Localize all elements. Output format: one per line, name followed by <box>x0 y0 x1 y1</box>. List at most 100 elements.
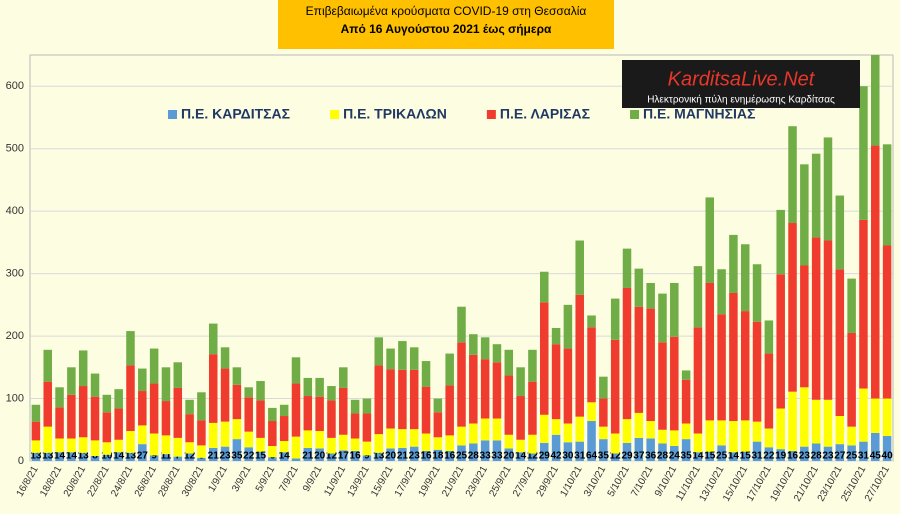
bar-segment <box>670 282 679 337</box>
bar-segment <box>244 387 253 398</box>
bar-segment <box>516 367 525 397</box>
bar-segment <box>149 433 159 456</box>
bar-segment <box>740 244 750 312</box>
bar-segment <box>339 434 348 451</box>
bar-segment <box>256 451 265 461</box>
bar-segment <box>469 354 478 424</box>
data-label: 37 <box>633 451 645 462</box>
bar-segment <box>126 365 135 432</box>
bar-segment <box>362 455 372 461</box>
bar-segment <box>208 323 218 355</box>
bar-segment <box>185 414 194 443</box>
bar-segment <box>67 394 76 439</box>
bar-segment <box>138 368 147 392</box>
bar-segment <box>67 438 76 453</box>
bar-segment <box>457 306 466 343</box>
bar-segment <box>433 437 443 450</box>
data-label: 10 <box>101 451 113 462</box>
bar-segment <box>587 421 596 461</box>
bar-segment <box>740 451 750 461</box>
bar-segment <box>31 404 41 422</box>
bar-segment <box>43 426 52 453</box>
data-label: 31 <box>751 451 763 462</box>
bar-segment <box>303 447 313 461</box>
bar-segment <box>327 400 336 438</box>
bar-segment <box>185 442 194 454</box>
bar-segment <box>90 456 100 461</box>
bar-segment <box>315 431 324 449</box>
bar-segment <box>350 399 360 414</box>
bar-segment <box>362 398 372 414</box>
bar-segment <box>847 426 856 446</box>
bar-segment <box>78 386 88 438</box>
bar-segment <box>551 327 561 345</box>
bar-segment <box>480 418 490 441</box>
data-label: 30 <box>562 451 574 462</box>
data-label: 12 <box>527 451 539 462</box>
data-label: 8 <box>92 451 98 462</box>
data-label: 18 <box>432 451 444 462</box>
legend-swatch <box>330 110 340 119</box>
data-label: 27 <box>137 451 149 462</box>
bar-segment <box>492 362 502 419</box>
bar-segment <box>705 197 715 283</box>
data-label: 29 <box>621 451 633 462</box>
bar-segment <box>43 381 52 427</box>
bar-segment <box>658 342 667 430</box>
legend-swatch <box>630 110 640 119</box>
data-label: 11 <box>161 451 172 462</box>
data-label: 16 <box>350 451 362 462</box>
bar-segment <box>173 456 183 461</box>
bar-segment <box>220 368 230 422</box>
bar-segment <box>197 445 206 458</box>
data-label: 29 <box>539 451 551 462</box>
bar-segment <box>752 441 762 461</box>
data-label: 23 <box>409 451 421 462</box>
bar-segment <box>528 349 537 382</box>
data-label: 14 <box>279 451 291 462</box>
bar-segment <box>658 429 667 444</box>
bar-segment <box>114 408 123 440</box>
bar-segment <box>800 446 809 461</box>
logo-box <box>622 60 860 108</box>
bar-segment <box>102 412 112 443</box>
bar-segment <box>161 454 171 461</box>
bar-segment <box>622 419 632 443</box>
y-tick-label: 0 <box>18 455 24 467</box>
data-label: 16 <box>444 451 456 462</box>
bar-segment <box>788 223 797 392</box>
bar-segment <box>835 269 845 417</box>
bar-segment <box>575 294 584 417</box>
bar-segment <box>610 453 620 461</box>
bar-segment <box>859 441 868 461</box>
bar-segment <box>729 452 738 461</box>
bar-segment <box>871 432 880 461</box>
bar-segment <box>634 268 644 307</box>
bar-segment <box>811 443 821 461</box>
bar-segment <box>634 412 644 438</box>
data-label: 15 <box>740 451 752 462</box>
bar-segment <box>693 266 703 328</box>
data-label: 13 <box>373 451 385 462</box>
bar-segment <box>457 426 466 446</box>
data-label: 33 <box>480 451 492 462</box>
legend-label: Π.Ε. ΛΑΡΙΣΑΣ <box>500 106 590 122</box>
bar-segment <box>433 398 443 413</box>
bar-segment <box>126 331 135 366</box>
data-label: 35 <box>231 451 243 462</box>
bar-segment <box>138 425 147 445</box>
bar-segment <box>599 439 608 461</box>
bar-segment <box>658 293 667 343</box>
bar-segment <box>78 350 88 387</box>
bar-segment <box>551 344 561 420</box>
bar-segment <box>457 342 466 427</box>
logo-title: KarditsaLive.Net <box>668 68 816 90</box>
bar-segment <box>693 452 703 461</box>
data-label: 15 <box>255 451 267 462</box>
bar-segment <box>327 437 336 454</box>
bar-segment <box>717 314 726 421</box>
data-label: 64 <box>586 451 598 462</box>
bar-segment <box>835 416 845 445</box>
bar-segment <box>539 302 549 415</box>
